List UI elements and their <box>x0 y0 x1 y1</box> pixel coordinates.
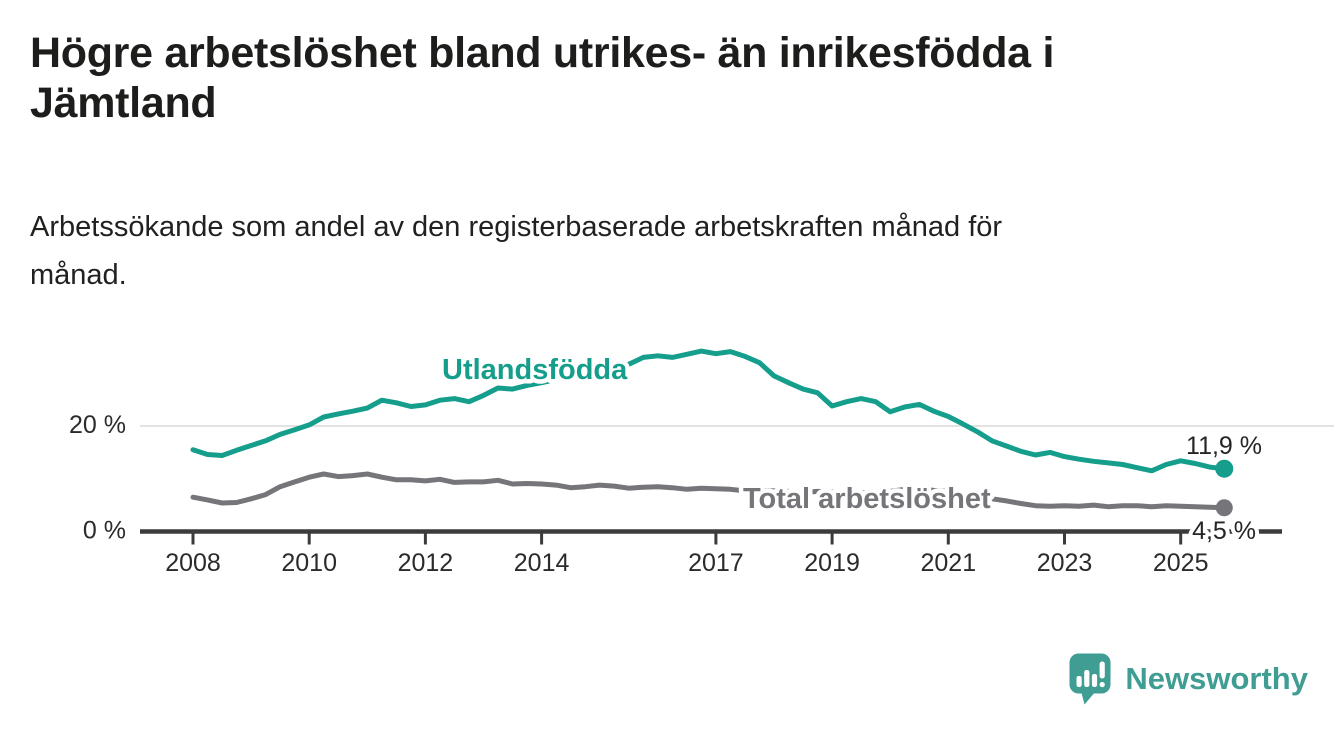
x-tick-label-2019: 2019 <box>804 549 860 577</box>
y-tick-label-20: 20 % <box>69 411 126 439</box>
series-label-0: Total arbetslöshet <box>743 483 991 515</box>
series-lines <box>190 348 1227 511</box>
axis-tick-labels: 2008 2010 2012 2014 2017 2019 2021 2023 2025 20 %… <box>69 411 1208 577</box>
series-line-1 <box>190 348 1227 474</box>
x-tick-label-2021: 2021 <box>920 549 976 577</box>
series-end-value-labels: 4,5 % 11,9 % <box>1182 428 1266 549</box>
series-labels: Total arbetslöshet Utlandsfödda <box>438 350 996 520</box>
series-label-1: Utlandsfödda <box>442 354 628 386</box>
end-dot-0 <box>1215 499 1233 517</box>
series-line-0 <box>190 471 1227 511</box>
series-end-dots <box>1215 459 1234 517</box>
newsworthy-logo-text: Newsworthy <box>1125 661 1308 696</box>
page-title: Högre arbetslöshet bland utrikes- än inr… <box>30 29 1055 127</box>
x-tick-label-2010: 2010 <box>281 549 337 577</box>
chart-subtitle: Arbetssökande som andel av den registerb… <box>30 211 1003 291</box>
x-tick-label-2017: 2017 <box>688 549 744 577</box>
end-value-label-0: 4,5 % <box>1192 517 1256 545</box>
x-axis <box>140 529 1282 545</box>
x-tick-label-2012: 2012 <box>398 549 454 577</box>
y-tick-label-0: 0 % <box>83 517 126 545</box>
newsworthy-logo-icon <box>1069 653 1111 705</box>
x-tick-label-2008: 2008 <box>165 549 221 577</box>
x-tick-label-2023: 2023 <box>1037 549 1093 577</box>
end-value-label-1: 11,9 % <box>1186 432 1262 460</box>
newsworthy-logo: Newsworthy <box>1068 650 1308 708</box>
x-tick-label-2014: 2014 <box>514 549 570 577</box>
end-dot-1 <box>1215 459 1234 478</box>
x-tick-label-2025: 2025 <box>1153 549 1209 577</box>
